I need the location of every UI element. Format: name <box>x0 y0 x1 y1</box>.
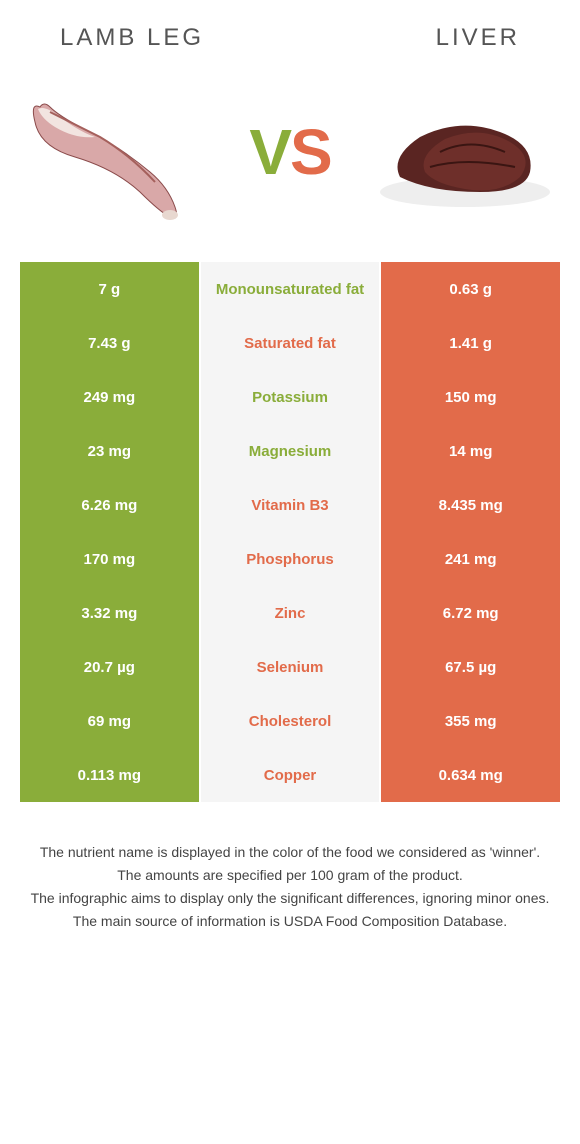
vs-v: V <box>249 116 290 188</box>
left-value-cell: 0.113 mg <box>20 748 199 802</box>
footnote-line: The nutrient name is displayed in the co… <box>30 842 550 863</box>
footnote-line: The infographic aims to display only the… <box>30 888 550 909</box>
nutrient-label-cell: Selenium <box>201 640 380 694</box>
nutrient-label-cell: Saturated fat <box>201 316 380 370</box>
nutrient-table: 7 gMonounsaturated fat0.63 g7.43 gSatura… <box>20 262 560 802</box>
table-row: 249 mgPotassium150 mg <box>20 370 560 424</box>
footnotes: The nutrient name is displayed in the co… <box>30 842 550 932</box>
nutrient-label-cell: Potassium <box>201 370 380 424</box>
left-food-title: LAMB LEG <box>60 24 204 52</box>
right-food-title: LIVER <box>436 24 520 52</box>
left-value-cell: 23 mg <box>20 424 199 478</box>
table-row: 7.43 gSaturated fat1.41 g <box>20 316 560 370</box>
nutrient-label-cell: Magnesium <box>201 424 380 478</box>
vs-s: S <box>290 116 331 188</box>
vs-label: VS <box>249 115 330 189</box>
right-value-cell: 14 mg <box>381 424 560 478</box>
table-row: 6.26 mgVitamin B38.435 mg <box>20 478 560 532</box>
nutrient-label-cell: Copper <box>201 748 380 802</box>
left-value-cell: 249 mg <box>20 370 199 424</box>
left-value-cell: 7.43 g <box>20 316 199 370</box>
right-value-cell: 241 mg <box>381 532 560 586</box>
table-row: 170 mgPhosphorus241 mg <box>20 532 560 586</box>
right-value-cell: 355 mg <box>381 694 560 748</box>
footnote-line: The main source of information is USDA F… <box>30 911 550 932</box>
nutrient-label-cell: Vitamin B3 <box>201 478 380 532</box>
table-row: 69 mgCholesterol355 mg <box>20 694 560 748</box>
table-row: 23 mgMagnesium14 mg <box>20 424 560 478</box>
right-value-cell: 67.5 µg <box>381 640 560 694</box>
right-value-cell: 150 mg <box>381 370 560 424</box>
nutrient-label-cell: Phosphorus <box>201 532 380 586</box>
nutrient-label-cell: Monounsaturated fat <box>201 262 380 316</box>
nutrient-label-cell: Zinc <box>201 586 380 640</box>
right-value-cell: 1.41 g <box>381 316 560 370</box>
left-value-cell: 7 g <box>20 262 199 316</box>
left-value-cell: 6.26 mg <box>20 478 199 532</box>
left-value-cell: 170 mg <box>20 532 199 586</box>
table-row: 7 gMonounsaturated fat0.63 g <box>20 262 560 316</box>
right-value-cell: 6.72 mg <box>381 586 560 640</box>
footnote-line: The amounts are specified per 100 gram o… <box>30 865 550 886</box>
right-value-cell: 0.63 g <box>381 262 560 316</box>
nutrient-label-cell: Cholesterol <box>201 694 380 748</box>
left-value-cell: 20.7 µg <box>20 640 199 694</box>
hero-row: VS <box>0 62 580 262</box>
header: LAMB LEG LIVER <box>0 0 580 62</box>
left-value-cell: 69 mg <box>20 694 199 748</box>
lamb-leg-icon <box>20 77 210 227</box>
table-row: 20.7 µgSelenium67.5 µg <box>20 640 560 694</box>
left-value-cell: 3.32 mg <box>20 586 199 640</box>
liver-image <box>370 77 560 227</box>
table-row: 3.32 mgZinc6.72 mg <box>20 586 560 640</box>
right-value-cell: 0.634 mg <box>381 748 560 802</box>
liver-icon <box>370 77 560 227</box>
lamb-leg-image <box>20 77 210 227</box>
right-value-cell: 8.435 mg <box>381 478 560 532</box>
table-row: 0.113 mgCopper0.634 mg <box>20 748 560 802</box>
